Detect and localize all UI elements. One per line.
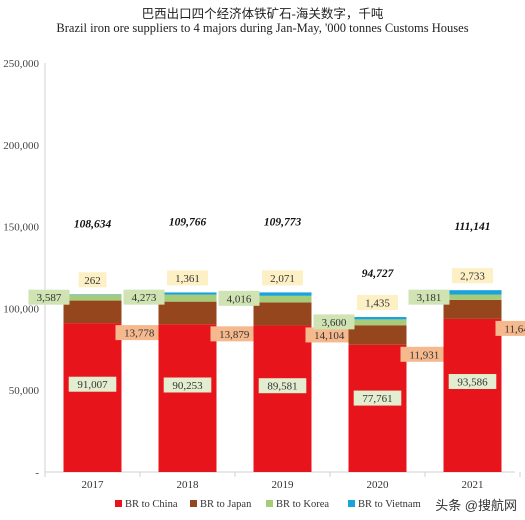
chart-subtitle: Brazil iron ore suppliers to 4 majors du… bbox=[56, 21, 469, 35]
legend-swatch bbox=[115, 500, 122, 507]
total-label: 108,634 bbox=[74, 218, 112, 230]
data-label: 11,931 bbox=[409, 349, 439, 361]
data-label-box bbox=[495, 320, 525, 336]
data-label: 14,104 bbox=[314, 330, 345, 342]
data-label-box bbox=[78, 272, 107, 288]
total-label: 109,773 bbox=[264, 216, 302, 228]
bar-segment-br-to-china bbox=[253, 325, 312, 472]
bar-segment-br-to-vietnam bbox=[158, 292, 217, 295]
bar-segment-br-to-korea bbox=[63, 294, 122, 301]
y-tick-label: 200,000 bbox=[3, 140, 39, 152]
data-label: 3,587 bbox=[37, 292, 62, 304]
data-label-box bbox=[68, 376, 117, 392]
bar-segment-br-to-china bbox=[158, 324, 217, 472]
data-label-box bbox=[167, 270, 208, 286]
total-label: 111,141 bbox=[454, 221, 490, 233]
data-label-box bbox=[313, 314, 355, 330]
y-tick-label: 100,000 bbox=[3, 303, 39, 315]
bar-segment-br-to-vietnam bbox=[443, 290, 502, 295]
data-label-box bbox=[357, 295, 398, 311]
watermark: 头条 @搜航网 bbox=[435, 498, 517, 513]
y-tick-label: 50,000 bbox=[9, 385, 40, 397]
data-label-box bbox=[163, 377, 212, 393]
legend-label: BR to China bbox=[125, 499, 178, 510]
data-label-box bbox=[28, 289, 70, 305]
x-tick-label: 2019 bbox=[272, 479, 295, 491]
data-label: 13,879 bbox=[219, 329, 250, 341]
data-label: 262 bbox=[84, 275, 101, 287]
data-label-box bbox=[258, 378, 307, 394]
bar-segment-br-to-vietnam bbox=[348, 317, 407, 320]
chart-title: 巴西出口四个经济体铁矿石-海关数字，千吨 bbox=[141, 7, 384, 21]
data-label: 93,586 bbox=[457, 377, 488, 389]
data-label: 91,007 bbox=[77, 379, 108, 391]
data-label: 2,071 bbox=[270, 273, 295, 285]
data-label-box bbox=[210, 326, 259, 342]
bar-segment-br-to-china bbox=[443, 318, 502, 472]
bar-segment-br-to-japan bbox=[348, 325, 407, 345]
bar-segment-br-to-korea bbox=[443, 294, 502, 300]
data-label-box bbox=[408, 289, 450, 305]
data-label-box bbox=[448, 374, 497, 390]
y-tick-label: - bbox=[35, 467, 39, 479]
data-label: 90,253 bbox=[172, 380, 203, 392]
data-label: 3,600 bbox=[322, 317, 347, 329]
data-label: 89,581 bbox=[267, 381, 297, 393]
y-tick-label: 250,000 bbox=[3, 58, 39, 70]
bar-segment-br-to-korea bbox=[158, 294, 217, 302]
total-label: 109,766 bbox=[169, 216, 207, 228]
total-label: 94,727 bbox=[362, 268, 395, 280]
legend-swatch bbox=[190, 500, 197, 507]
data-label: 77,761 bbox=[362, 393, 392, 405]
bar-segment-br-to-japan bbox=[63, 300, 122, 324]
data-label-box bbox=[262, 270, 303, 286]
data-label-box bbox=[353, 390, 402, 406]
legend-swatch bbox=[348, 500, 355, 507]
data-label-box bbox=[123, 289, 165, 305]
data-label: 13,778 bbox=[124, 328, 155, 340]
data-label-box bbox=[400, 346, 449, 362]
bar-segment-br-to-japan bbox=[253, 302, 312, 326]
y-tick-label: 150,000 bbox=[3, 222, 39, 234]
data-label: 3,181 bbox=[417, 292, 442, 304]
legend-swatch bbox=[266, 500, 273, 507]
data-label: 1,361 bbox=[175, 273, 200, 285]
data-label-box bbox=[452, 268, 493, 284]
legend-label: BR to Vietnam bbox=[358, 499, 421, 510]
data-label-box bbox=[218, 290, 260, 306]
data-label-box bbox=[115, 325, 164, 341]
x-tick-label: 2020 bbox=[367, 479, 390, 491]
bar-segment-br-to-vietnam bbox=[63, 294, 122, 295]
data-label: 4,273 bbox=[132, 292, 157, 304]
data-label: 11,641 bbox=[504, 323, 525, 335]
bar-segment-br-to-vietnam bbox=[253, 292, 312, 296]
data-label: 2,733 bbox=[460, 271, 485, 283]
bar-segment-br-to-japan bbox=[158, 301, 217, 325]
x-tick-label: 2018 bbox=[177, 479, 200, 491]
bar-segment-br-to-korea bbox=[348, 319, 407, 326]
bar-segment-br-to-korea bbox=[253, 295, 312, 303]
data-label: 4,016 bbox=[227, 293, 252, 305]
x-tick-label: 2021 bbox=[462, 479, 484, 491]
data-label: 1,435 bbox=[365, 298, 390, 310]
bar-segment-br-to-china bbox=[348, 344, 407, 472]
legend-label: BR to Japan bbox=[200, 499, 252, 510]
x-tick-label: 2017 bbox=[82, 479, 105, 491]
data-label-box bbox=[305, 327, 354, 343]
legend-label: BR to Korea bbox=[276, 499, 329, 510]
bar-segment-br-to-japan bbox=[443, 299, 502, 319]
bar-segment-br-to-china bbox=[63, 323, 122, 472]
